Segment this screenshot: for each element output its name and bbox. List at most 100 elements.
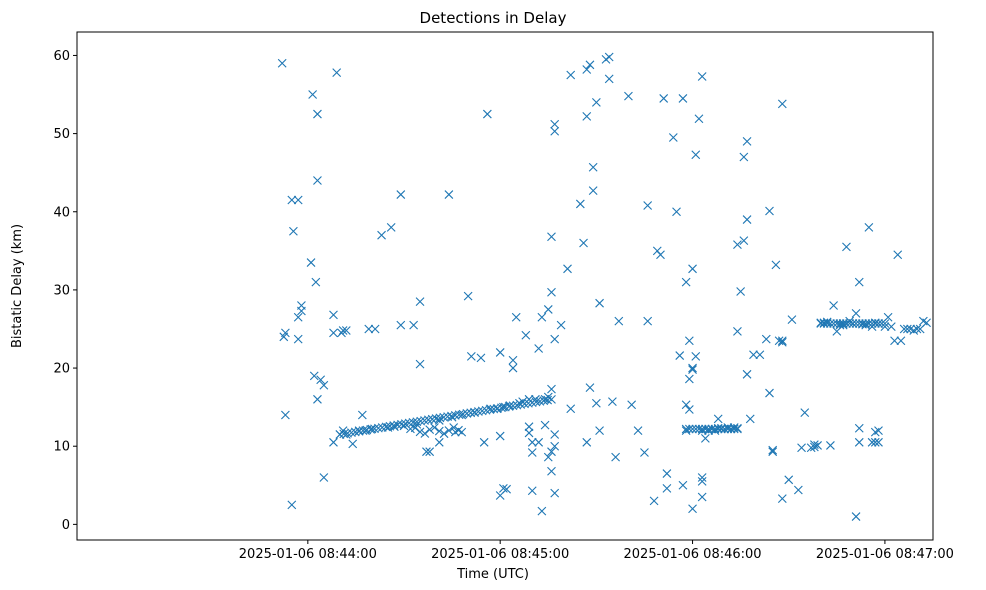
data-point-marker — [768, 445, 778, 455]
data-point-marker — [550, 334, 560, 344]
data-point-marker — [341, 326, 351, 335]
data-point-marker — [534, 344, 544, 353]
data-point-marker — [377, 230, 386, 240]
data-point-marker — [729, 424, 739, 434]
data-point-marker — [423, 415, 433, 425]
data-point-marker — [829, 319, 839, 328]
data-point-marker — [447, 411, 456, 421]
data-point-marker — [308, 90, 318, 99]
data-point-marker — [874, 437, 883, 447]
data-point-marker — [443, 412, 453, 422]
data-point-marker — [425, 447, 435, 457]
data-point-marker — [697, 72, 707, 81]
data-point-marker — [466, 351, 476, 361]
data-point-marker — [520, 399, 529, 409]
data-point-marker — [880, 319, 890, 328]
data-point-marker — [659, 94, 669, 103]
data-point-marker — [543, 305, 553, 314]
data-point-marker — [713, 424, 723, 434]
x-axis-label: Time (UTC) — [456, 567, 529, 582]
data-point-marker — [864, 319, 874, 328]
data-point-marker — [777, 494, 787, 503]
data-point-marker — [521, 330, 531, 340]
data-point-marker — [476, 353, 486, 363]
y-tick-label: 60 — [53, 49, 70, 64]
data-point-marker — [389, 421, 399, 430]
data-point-marker — [493, 403, 503, 413]
data-point-marker — [508, 401, 518, 411]
data-point-marker — [329, 437, 338, 447]
data-point-marker — [797, 443, 806, 453]
data-point-marker — [444, 426, 454, 435]
data-point-marker — [851, 319, 861, 328]
data-point-marker — [415, 427, 425, 437]
data-point-marker — [279, 332, 289, 342]
data-point-marker — [366, 425, 376, 434]
data-point-marker — [497, 403, 506, 413]
data-point-marker — [697, 424, 707, 434]
data-point-marker — [566, 70, 576, 80]
data-point-marker — [697, 492, 707, 502]
data-point-marker — [293, 195, 303, 205]
data-point-marker — [474, 407, 483, 416]
data-point-marker — [688, 424, 697, 434]
data-point-marker — [393, 420, 402, 430]
data-point-marker — [425, 425, 435, 435]
data-point-marker — [684, 374, 694, 384]
data-point-marker — [688, 363, 697, 373]
data-point-marker — [466, 408, 476, 418]
data-point-marker — [723, 424, 733, 434]
data-point-marker — [357, 410, 367, 420]
data-point-marker — [755, 350, 765, 360]
data-point-marker — [550, 119, 560, 129]
data-point-marker — [643, 316, 653, 326]
data-point-marker — [588, 162, 598, 172]
data-point-marker — [316, 375, 326, 385]
x-tick-label: 2025-01-06 08:47:00 — [816, 547, 954, 562]
plot-area — [277, 52, 931, 521]
data-point-marker — [354, 426, 364, 436]
data-point-marker — [547, 447, 556, 457]
data-point-marker — [585, 60, 595, 70]
data-point-marker — [397, 419, 406, 429]
data-point-marker — [543, 395, 553, 405]
data-point-marker — [416, 416, 426, 426]
data-point-marker — [385, 421, 395, 431]
data-point-marker — [377, 423, 387, 432]
data-point-marker — [912, 324, 922, 334]
data-point-marker — [845, 319, 855, 328]
data-point-marker — [700, 424, 710, 434]
y-axis: 0 10 20 30 40 50 60 — [53, 49, 77, 533]
data-point-marker — [595, 298, 604, 308]
data-point-marker — [826, 319, 835, 328]
data-point-marker — [614, 316, 624, 326]
data-point-marker — [656, 250, 665, 260]
data-point-marker — [777, 99, 787, 109]
data-point-marker — [713, 414, 723, 424]
data-point-marker — [874, 319, 883, 328]
data-point-marker — [688, 365, 697, 375]
data-point-marker — [537, 506, 547, 516]
data-point-marker — [851, 308, 861, 318]
data-point-marker — [867, 437, 877, 447]
data-point-marker — [733, 240, 742, 249]
data-point-marker — [858, 319, 867, 328]
data-point-marker — [293, 312, 303, 322]
y-tick-label: 10 — [53, 440, 70, 455]
data-point-marker — [591, 97, 601, 107]
data-point-marker — [524, 398, 533, 408]
data-point-marker — [822, 319, 832, 328]
data-point-marker — [838, 319, 848, 328]
data-point-marker — [761, 334, 771, 344]
x-tick-label: 2025-01-06 08:45:00 — [431, 547, 569, 562]
data-point-marker — [896, 336, 906, 346]
data-point-marker — [678, 94, 688, 103]
data-point-marker — [633, 426, 643, 435]
data-point-marker — [329, 310, 338, 320]
data-point-marker — [479, 437, 489, 447]
x-tick-label: 2025-01-06 08:46:00 — [624, 547, 762, 562]
data-point-marker — [684, 405, 694, 414]
data-point-marker — [829, 301, 839, 310]
data-point-marker — [462, 409, 472, 418]
